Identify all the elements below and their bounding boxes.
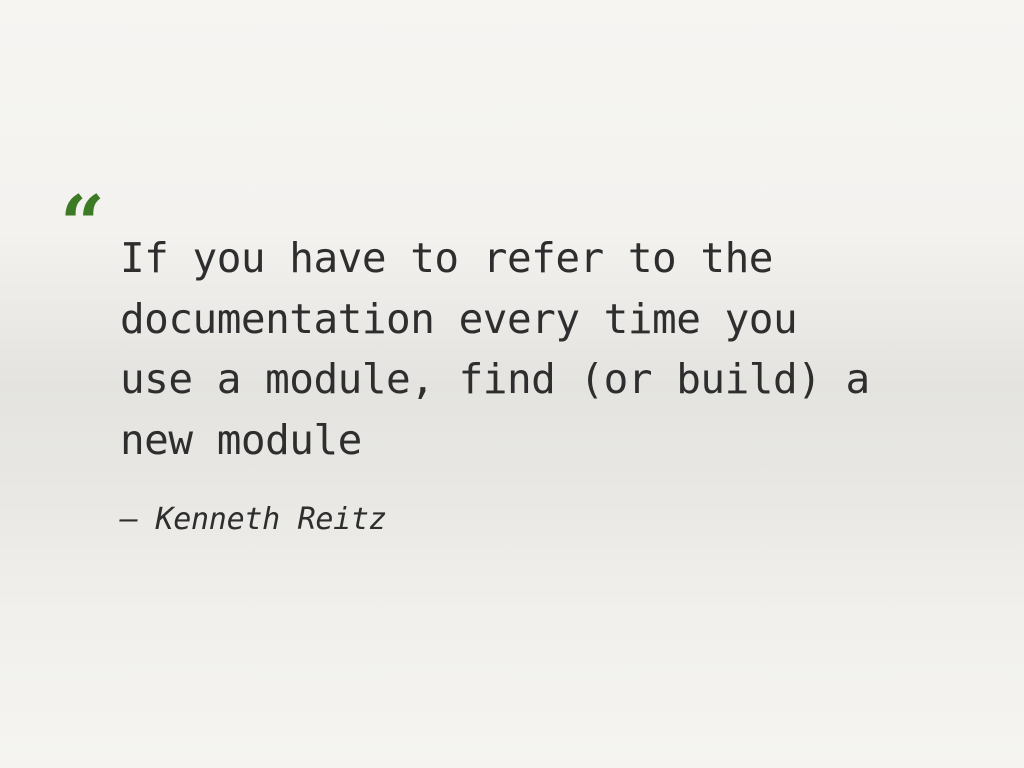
quote-line: If you have to refer to the [120, 234, 773, 282]
quote-line: use a module, find (or build) a [120, 355, 870, 403]
quote-line: documentation every time you [120, 294, 798, 343]
quote-text: If you have to refer to the documentatio… [120, 228, 920, 470]
quote-line: new module [120, 415, 362, 464]
quotation-mark-icon: “ [60, 179, 105, 270]
quote-attribution: – Kenneth Reitz [120, 502, 387, 537]
